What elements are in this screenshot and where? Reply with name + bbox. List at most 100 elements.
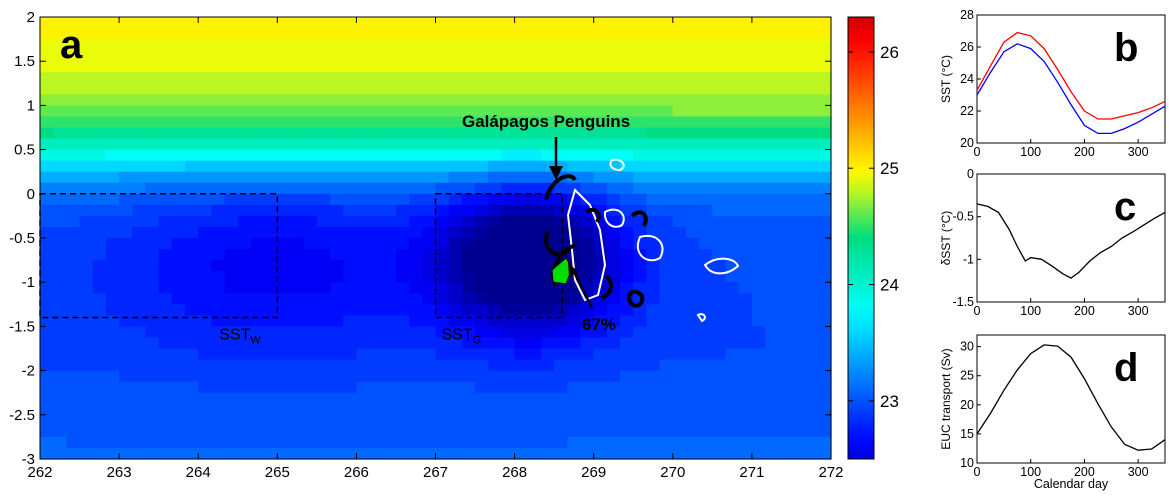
heatmap-cell xyxy=(817,28,832,40)
heatmap-cell xyxy=(382,105,397,118)
heatmap-cell xyxy=(567,50,582,62)
heatmap-cell xyxy=(580,226,595,239)
heatmap-cell xyxy=(198,392,212,405)
series-line xyxy=(976,31,1166,120)
heatmap-cell xyxy=(40,105,54,118)
heatmap-cell xyxy=(145,215,160,228)
heatmap-cell xyxy=(382,271,397,283)
heatmap-cell xyxy=(395,127,410,140)
heatmap-cell xyxy=(475,182,489,195)
heatmap-cell xyxy=(171,337,186,350)
heatmap-cell xyxy=(765,105,779,118)
x-tick-label: 300 xyxy=(1128,304,1149,318)
y-tick-label: 0 xyxy=(27,186,35,203)
heatmap-cell xyxy=(382,193,397,206)
heatmap-cell xyxy=(145,72,160,84)
heatmap-cell xyxy=(527,116,542,129)
heatmap-cell xyxy=(105,436,120,449)
heatmap-cell xyxy=(461,171,476,184)
heatmap-cell xyxy=(514,436,529,449)
heatmap-cell xyxy=(554,381,568,394)
heatmap-cell xyxy=(158,414,173,427)
heatmap-cell xyxy=(712,337,727,350)
heatmap-cell xyxy=(66,315,81,327)
heatmap-cell xyxy=(92,304,107,316)
heatmap-cell xyxy=(40,271,54,283)
heatmap-cell xyxy=(105,282,120,294)
heatmap-cell xyxy=(158,39,173,51)
heatmap-cell xyxy=(250,359,265,372)
heatmap-cell xyxy=(356,315,371,327)
heatmap-cell xyxy=(356,359,371,372)
island-outline-white xyxy=(696,313,706,323)
heatmap-cell xyxy=(422,39,437,51)
heatmap-cell xyxy=(606,271,621,283)
heatmap-cell xyxy=(382,226,397,239)
heatmap-cell xyxy=(712,304,727,316)
heatmap-cell xyxy=(475,160,489,173)
heatmap-cell xyxy=(290,226,305,239)
heatmap-cell xyxy=(501,50,516,62)
heatmap-cell xyxy=(369,392,384,405)
heatmap-cell xyxy=(316,293,331,305)
heatmap-cell xyxy=(488,160,503,173)
heatmap-cell xyxy=(738,105,753,118)
heatmap-cell xyxy=(382,149,397,162)
heatmap-cell xyxy=(804,359,819,372)
heatmap-cell xyxy=(395,271,410,283)
heatmap-cell xyxy=(765,193,779,206)
heatmap-cell xyxy=(119,127,133,140)
heatmap-cell xyxy=(646,425,661,438)
heatmap-cell xyxy=(369,337,384,350)
heatmap-cell xyxy=(395,138,410,151)
heatmap-cell xyxy=(171,381,186,394)
heatmap-cell xyxy=(422,436,437,449)
heatmap-cell xyxy=(488,238,503,250)
heatmap-cell xyxy=(395,414,410,427)
heatmap-cell xyxy=(540,293,555,305)
heatmap-cell xyxy=(53,171,67,184)
y-tick-label: 2 xyxy=(27,9,35,26)
x-tick-label: 300 xyxy=(1128,145,1149,159)
heatmap-cell xyxy=(620,436,634,449)
heatmap-cell xyxy=(356,381,371,394)
heatmap-cell xyxy=(171,171,186,184)
heatmap-cell xyxy=(264,105,278,118)
heatmap-cell xyxy=(330,171,344,184)
heatmap-cell xyxy=(409,215,423,228)
heatmap-cell xyxy=(475,326,489,339)
heatmap-cell xyxy=(567,61,582,73)
heatmap-cell xyxy=(356,61,371,73)
heatmap-cell xyxy=(461,105,476,118)
heatmap-cell xyxy=(606,94,621,106)
heatmap-cell xyxy=(66,94,81,106)
heatmap-cell xyxy=(448,193,463,206)
heatmap-cell xyxy=(448,238,463,250)
heatmap-cell xyxy=(185,293,199,305)
heatmap-cell xyxy=(685,105,700,118)
heatmap-cell xyxy=(132,116,147,129)
heatmap-cell xyxy=(448,260,463,272)
panel-c-frame xyxy=(976,173,1166,303)
heatmap-cell xyxy=(369,238,384,250)
heatmap-cell xyxy=(250,403,265,416)
heatmap-cell xyxy=(488,193,503,206)
heatmap-cell xyxy=(79,105,94,118)
heatmap-cell xyxy=(92,116,107,129)
heatmap-cell xyxy=(620,116,634,129)
heatmap-cell xyxy=(40,447,54,460)
heatmap-cell xyxy=(92,149,107,162)
heatmap-cell xyxy=(461,160,476,173)
heatmap-cell xyxy=(382,414,397,427)
heatmap-cell xyxy=(290,17,305,29)
heatmap-cell xyxy=(540,39,555,51)
heatmap-cell xyxy=(699,193,713,206)
y-tick-label: 26 xyxy=(960,40,974,54)
heatmap-cell xyxy=(303,238,318,250)
heatmap-cell xyxy=(250,425,265,438)
heatmap-cell xyxy=(132,39,147,51)
heatmap-cell xyxy=(672,127,687,140)
heatmap-cell xyxy=(461,359,476,372)
heatmap-cell xyxy=(145,160,160,173)
heatmap-cell xyxy=(738,414,753,427)
